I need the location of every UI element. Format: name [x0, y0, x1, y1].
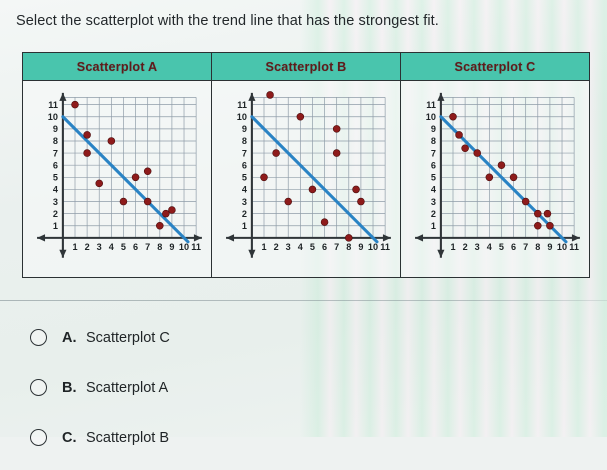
svg-text:1: 1 [450, 242, 455, 252]
svg-text:3: 3 [286, 242, 291, 252]
svg-text:2: 2 [431, 209, 436, 219]
svg-text:5: 5 [310, 242, 315, 252]
svg-text:11: 11 [191, 242, 201, 252]
option-c-letter: C. [62, 429, 77, 446]
option-c[interactable]: C. Scatterplot B [30, 420, 350, 455]
svg-text:6: 6 [511, 242, 516, 252]
svg-text:9: 9 [169, 242, 174, 252]
svg-text:1: 1 [242, 221, 247, 231]
svg-text:2: 2 [85, 242, 90, 252]
svg-text:8: 8 [53, 136, 58, 146]
radio-button-c[interactable] [30, 429, 47, 446]
svg-text:2: 2 [242, 209, 247, 219]
cell-scatterplot-b: 1 2 3 4 5 6 7 8 9 10 11 1 2 3 4 5 6 7 8 9 10 11 [212, 81, 401, 277]
svg-text:5: 5 [499, 242, 504, 252]
cell-scatterplot-c: 1 2 3 4 5 6 7 8 9 10 11 1 2 3 4 5 6 7 8 9 10 11 [401, 81, 589, 277]
option-a-letter: A. [62, 329, 77, 346]
svg-text:6: 6 [431, 160, 436, 170]
svg-text:4: 4 [109, 242, 115, 252]
option-b[interactable]: B. Scatterplot A [30, 370, 350, 405]
svg-text:3: 3 [97, 242, 102, 252]
svg-text:1: 1 [53, 221, 58, 231]
svg-text:7: 7 [145, 242, 150, 252]
svg-text:6: 6 [133, 242, 138, 252]
svg-text:4: 4 [53, 185, 59, 195]
svg-text:3: 3 [475, 242, 480, 252]
svg-text:11: 11 [426, 100, 436, 110]
scatterplot-comparison-table: Scatterplot A Scatterplot B Scatterplot … [22, 52, 590, 278]
radio-button-a[interactable] [30, 329, 47, 346]
svg-text:10: 10 [179, 242, 189, 252]
svg-text:10: 10 [368, 242, 378, 252]
svg-text:11: 11 [48, 100, 58, 110]
table-header-scatterplot-b: Scatterplot B [212, 53, 401, 80]
svg-text:4: 4 [298, 242, 304, 252]
option-c-label: Scatterplot B [86, 429, 170, 446]
svg-text:6: 6 [242, 160, 247, 170]
svg-text:7: 7 [242, 148, 247, 158]
svg-text:9: 9 [358, 242, 363, 252]
option-b-label: Scatterplot A [86, 379, 169, 396]
svg-text:8: 8 [346, 242, 351, 252]
svg-text:10: 10 [48, 112, 58, 122]
svg-text:6: 6 [53, 160, 58, 170]
svg-text:7: 7 [431, 148, 436, 158]
svg-text:8: 8 [157, 242, 162, 252]
svg-text:1: 1 [261, 242, 266, 252]
svg-text:8: 8 [535, 242, 540, 252]
option-a-label: Scatterplot C [86, 329, 170, 346]
svg-text:8: 8 [431, 136, 436, 146]
svg-text:3: 3 [242, 197, 247, 207]
svg-text:6: 6 [322, 242, 327, 252]
svg-text:11: 11 [569, 242, 579, 252]
section-divider [0, 300, 607, 301]
svg-text:9: 9 [242, 124, 247, 134]
svg-text:2: 2 [53, 209, 58, 219]
svg-text:10: 10 [557, 242, 567, 252]
svg-text:5: 5 [242, 173, 247, 183]
svg-text:8: 8 [242, 136, 247, 146]
cell-scatterplot-a: 1 2 3 4 5 6 7 8 9 10 11 1 2 3 4 5 6 7 8 9 10 11 [23, 81, 212, 277]
svg-text:4: 4 [242, 185, 248, 195]
svg-text:1: 1 [72, 242, 77, 252]
radio-button-b[interactable] [30, 379, 47, 396]
question-prompt: Select the scatterplot with the trend li… [16, 13, 439, 29]
table-body-row: 1 2 3 4 5 6 7 8 9 10 11 1 2 3 4 5 6 7 8 9 10 11 1 2 3 4 5 6 7 8 9 10 11… [23, 81, 589, 277]
svg-text:5: 5 [121, 242, 126, 252]
svg-text:4: 4 [487, 242, 493, 252]
svg-text:10: 10 [237, 112, 247, 122]
svg-text:3: 3 [431, 197, 436, 207]
svg-text:7: 7 [53, 148, 58, 158]
table-header-scatterplot-c: Scatterplot C [454, 59, 536, 74]
table-header-scatterplot-a: Scatterplot A [23, 53, 212, 80]
svg-text:7: 7 [334, 242, 339, 252]
svg-text:4: 4 [431, 185, 437, 195]
svg-text:9: 9 [53, 124, 58, 134]
option-a[interactable]: A. Scatterplot C [30, 320, 350, 355]
svg-text:3: 3 [53, 197, 58, 207]
svg-text:2: 2 [463, 242, 468, 252]
answer-options: A. Scatterplot C B. Scatterplot A C. Sca… [30, 320, 350, 470]
svg-text:9: 9 [431, 124, 436, 134]
svg-text:1: 1 [431, 221, 436, 231]
svg-text:5: 5 [53, 173, 58, 183]
svg-text:11: 11 [237, 100, 247, 110]
svg-text:11: 11 [380, 242, 390, 252]
svg-text:9: 9 [547, 242, 552, 252]
svg-text:5: 5 [431, 173, 436, 183]
svg-text:7: 7 [523, 242, 528, 252]
svg-text:10: 10 [426, 112, 436, 122]
svg-text:2: 2 [274, 242, 279, 252]
table-header-row: Scatterplot A Scatterplot B Scatterplot … [23, 53, 589, 81]
option-b-letter: B. [62, 379, 77, 396]
